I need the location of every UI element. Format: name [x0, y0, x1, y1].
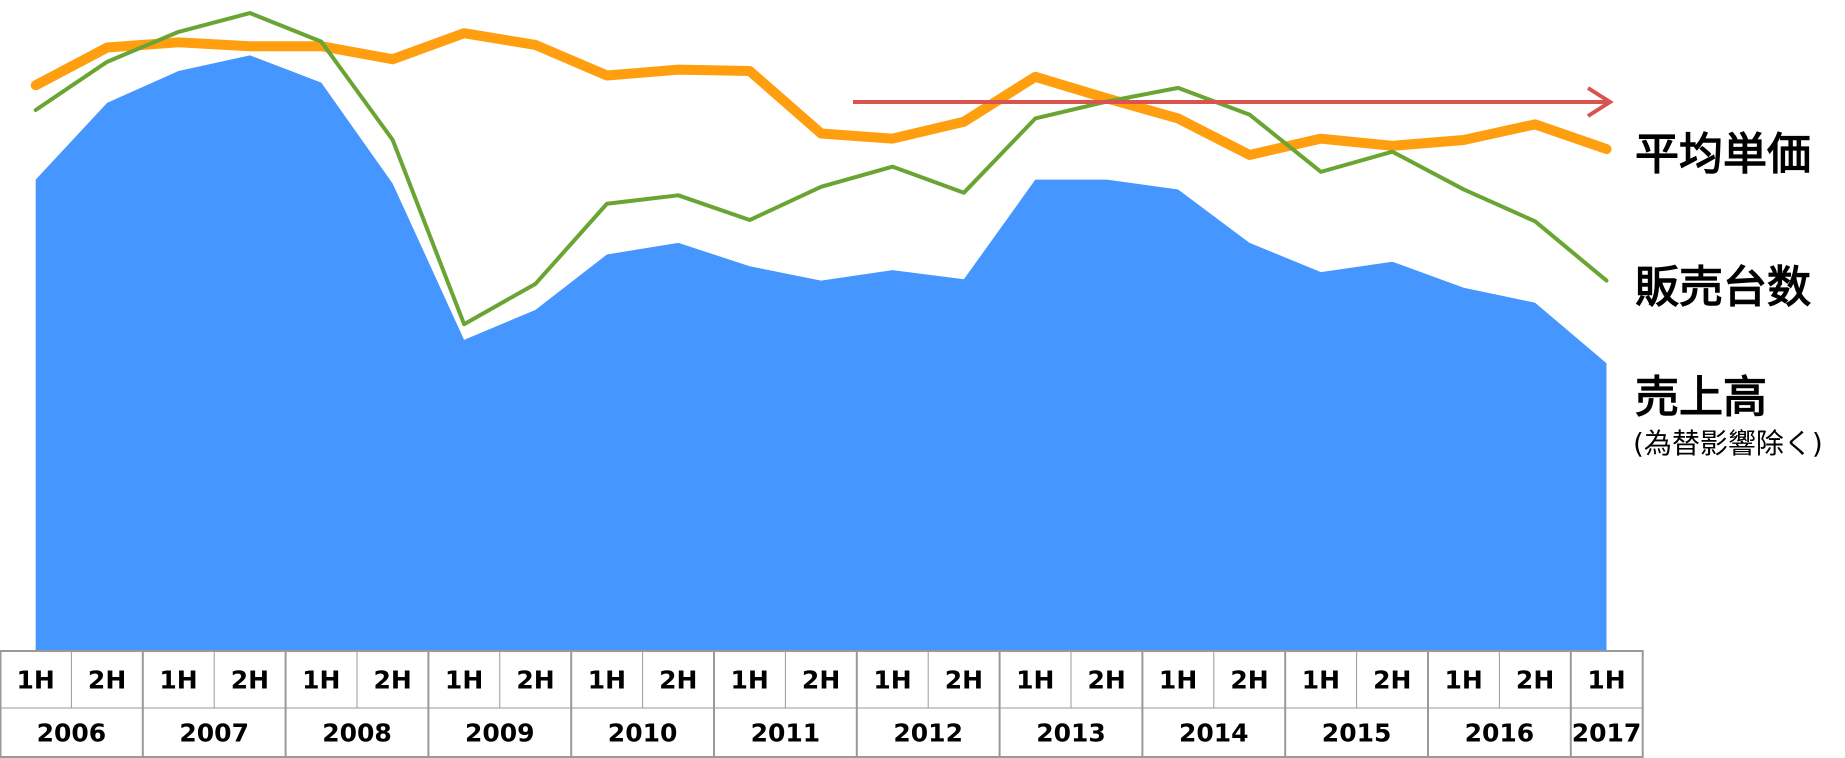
x-tick-label: 2H: [88, 666, 126, 695]
x-tick-label: 2H: [374, 666, 412, 695]
year-label: 2010: [608, 719, 678, 748]
year-label: 2013: [1036, 719, 1106, 748]
year-label: 2015: [1322, 719, 1392, 748]
year-label: 2017: [1572, 719, 1642, 748]
x-tick-label: 2H: [1373, 666, 1411, 695]
year-label: 2011: [751, 719, 821, 748]
x-tick-label: 1H: [1159, 666, 1197, 695]
trend-arrow: [853, 86, 1614, 118]
x-tick-label: 2H: [516, 666, 554, 695]
area: [35, 55, 1607, 651]
x-tick-label: 1H: [873, 666, 911, 695]
year-label: 2007: [179, 719, 249, 748]
table-border: [0, 650, 1644, 758]
x-tick-label: 1H: [17, 666, 55, 695]
x-tick-label: 2H: [231, 666, 269, 695]
x-tick-label: 1H: [731, 666, 769, 695]
x-tick-label: 1H: [1445, 666, 1483, 695]
year-label: 2006: [37, 719, 107, 748]
x-tick-label: 1H: [1302, 666, 1340, 695]
x-tick-label: 1H: [588, 666, 626, 695]
x-tick-label: 1H: [1016, 666, 1054, 695]
x-tick-label: 1H: [302, 666, 340, 695]
axis-table: 1H 2H 1H 2H 1H 2H 1H 2H 1H 2H 1H 2H 1H 2H 1H 2H 1H 2H 1H 2H…: [0, 650, 1644, 758]
x-tick-label: 2H: [1088, 666, 1126, 695]
year-label: 2008: [322, 719, 392, 748]
plot: [30, 11, 1612, 651]
series-label: 平均単価: [1635, 129, 1811, 180]
line: [33, 11, 1609, 327]
series-note: (為替影響除く): [1633, 427, 1823, 460]
year-label: 2009: [465, 719, 535, 748]
arrow-head: [1586, 86, 1614, 118]
x-tick-label: 1H: [1587, 666, 1625, 695]
year-label: 2016: [1465, 719, 1535, 748]
x-tick-label: 2H: [659, 666, 697, 695]
x-tick-label: 1H: [159, 666, 197, 695]
x-tick-label: 2H: [1230, 666, 1268, 695]
x-tick-label: 2H: [802, 666, 840, 695]
series-label: 販売台数: [1635, 262, 1811, 313]
year-label: 2014: [1179, 719, 1249, 748]
x-tick-label: 1H: [445, 666, 483, 695]
series-label: 売上高: [1635, 372, 1767, 423]
line: [30, 28, 1612, 160]
x-tick-label: 2H: [1516, 666, 1554, 695]
x-tick-label: 2H: [945, 666, 983, 695]
year-label: 2012: [893, 719, 963, 748]
